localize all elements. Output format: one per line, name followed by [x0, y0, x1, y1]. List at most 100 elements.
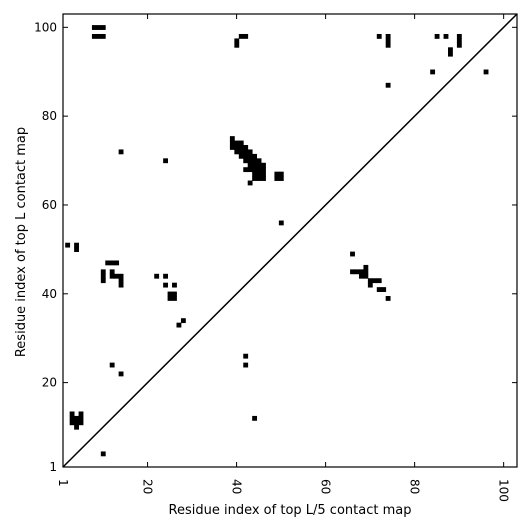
contact-cell — [229, 140, 235, 146]
contact-cell — [456, 33, 462, 39]
contact-cell — [278, 171, 284, 177]
contact-cell — [118, 273, 124, 279]
x-tick-label: 1 — [56, 479, 70, 487]
contact-cell — [74, 247, 79, 253]
contact-cell — [229, 145, 235, 150]
contact-cell — [350, 269, 355, 275]
contact-cell — [105, 260, 111, 266]
contact-cell — [363, 273, 369, 279]
contact-cell — [358, 273, 364, 279]
contact-cell — [456, 38, 462, 44]
contact-cell — [261, 167, 266, 173]
contact-cell — [278, 220, 284, 226]
contact-cell — [234, 38, 240, 44]
contact-cell — [100, 25, 106, 30]
contact-cell — [100, 273, 106, 279]
contact-cell — [247, 153, 253, 159]
x-ticks: 1 20 40 60 80 100 — [56, 14, 511, 502]
contact-cell — [78, 411, 84, 417]
contact-cell — [234, 149, 240, 155]
contact-cell — [229, 136, 235, 141]
contact-cell — [65, 242, 71, 248]
contact-cell — [238, 149, 244, 155]
contact-cell — [367, 282, 373, 288]
contact-cell — [358, 269, 364, 275]
contact-cell — [163, 158, 168, 164]
contact-cell — [114, 273, 120, 279]
contact-cell — [109, 269, 115, 275]
contact-cell — [256, 176, 262, 181]
contact-cell — [274, 171, 280, 177]
contact-cell — [74, 420, 79, 426]
contact-cell — [74, 424, 79, 430]
contact-cell — [252, 158, 258, 164]
contact-cell — [96, 25, 102, 30]
y-tick-label: 60 — [42, 198, 57, 212]
contact-cell — [172, 282, 177, 288]
contact-cell — [385, 42, 391, 48]
contact-cell — [243, 353, 249, 359]
contact-cell — [261, 171, 266, 177]
contact-cell — [74, 242, 79, 248]
contact-cell — [385, 82, 391, 88]
y-ticks: 1 20 40 60 80 100 — [34, 20, 517, 474]
contact-cell — [118, 282, 124, 288]
contact-cell — [238, 140, 244, 146]
contact-cell — [256, 167, 262, 173]
contact-cell — [163, 282, 168, 288]
y-tick-label: 100 — [34, 20, 57, 34]
contact-cell — [69, 420, 75, 426]
contact-cell — [443, 33, 449, 39]
contact-cell — [252, 415, 258, 421]
contact-cell — [78, 420, 84, 426]
contact-cell — [252, 153, 258, 159]
diagonal-line — [62, 13, 518, 468]
contact-cell — [109, 362, 115, 368]
contact-cell — [261, 162, 266, 168]
contact-cell — [448, 47, 453, 53]
contact-cell — [363, 264, 369, 270]
contact-cell — [243, 153, 249, 159]
contact-cell — [114, 260, 120, 266]
x-tick-label: 40 — [230, 479, 244, 494]
contact-cell — [96, 33, 102, 39]
contact-cell — [243, 149, 249, 155]
contact-cell — [252, 162, 258, 168]
contact-cell — [278, 176, 284, 181]
contact-cell — [234, 42, 240, 48]
contact-cell — [252, 176, 258, 181]
contact-cell — [381, 287, 387, 292]
contact-cell — [252, 167, 258, 173]
contact-cell — [167, 296, 173, 301]
contact-cell — [243, 362, 249, 368]
contact-cell — [234, 145, 240, 150]
x-tick-label: 60 — [319, 479, 333, 494]
contact-cell — [69, 411, 75, 417]
contact-cell — [109, 260, 115, 266]
contact-cell — [100, 269, 106, 275]
contact-cell — [367, 278, 373, 284]
contact-cell — [118, 278, 124, 284]
contact-cell — [256, 171, 262, 177]
contact-cell — [256, 158, 262, 164]
contact-cell — [385, 38, 391, 44]
contact-cell — [274, 176, 280, 181]
x-tick-label: 20 — [141, 479, 155, 494]
contact-cell — [243, 33, 249, 39]
contact-cell — [354, 269, 360, 275]
contact-cell — [118, 149, 124, 155]
contact-cell — [247, 180, 253, 186]
contact-cell — [483, 69, 489, 75]
y-tick-label: 80 — [42, 109, 57, 123]
x-axis-label: Residue index of top L/5 contact map — [169, 503, 412, 518]
contact-cell — [109, 273, 115, 279]
contact-cell — [376, 33, 382, 39]
x-tick-label: 80 — [408, 479, 422, 494]
contact-cell — [350, 251, 355, 257]
y-tick-label: 40 — [42, 287, 57, 301]
contact-cell — [247, 167, 253, 173]
contact-cell — [376, 278, 382, 284]
contact-cell — [172, 296, 177, 301]
contact-cell — [238, 153, 244, 159]
